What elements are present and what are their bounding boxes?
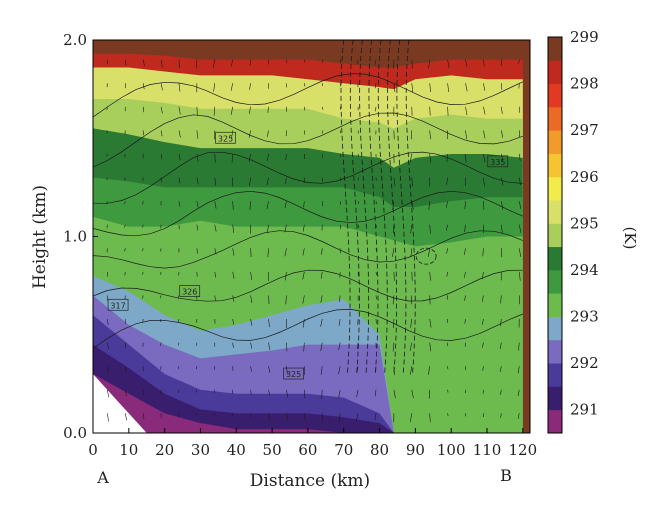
section-end-label: B: [500, 466, 512, 485]
chart-figure: 325 317 326 325 335 0 10 20 30 40 50 60 70 80 90 100 11…: [0, 0, 660, 521]
colorbar-swatch: [548, 410, 562, 434]
contour-label: 325: [286, 370, 301, 379]
colorbar-swatch: [548, 177, 562, 201]
x-tick-label: 30: [191, 441, 210, 459]
colorbar-swatch: [548, 200, 562, 224]
x-tick-label: 100: [437, 441, 466, 459]
colorbar-swatch: [548, 130, 562, 154]
colorbar-swatch: [548, 107, 562, 131]
x-tick-label: 40: [227, 441, 246, 459]
colorbar-swatch: [548, 247, 562, 271]
colorbar-tick-label: 296: [570, 168, 599, 186]
colorbar-swatch: [548, 386, 562, 410]
colorbar-tick-label: 298: [570, 75, 599, 93]
y-tick-label: 0.0: [63, 424, 87, 442]
x-tick-label: 20: [155, 441, 174, 459]
contour-label: 335: [490, 158, 505, 167]
colorbar-swatch: [548, 363, 562, 387]
x-tick-label: 110: [473, 441, 502, 459]
colorbar-tick-label: 291: [570, 401, 599, 419]
x-tick-label: 0: [88, 441, 98, 459]
colorbar-tick-label: 292: [570, 354, 599, 372]
plot-area: 325 317 326 325 335: [93, 40, 530, 433]
contour-label: 317: [110, 301, 125, 310]
colorbar-swatch: [548, 223, 562, 247]
colorbar: 291292293294295296297298299300: [548, 0, 599, 433]
colorbar-tick-label: 299: [570, 28, 599, 46]
colorbar-swatch: [548, 340, 562, 364]
colorbar-swatch: [548, 317, 562, 341]
colorbar-swatch: [548, 293, 562, 317]
x-tick-label: 120: [509, 441, 538, 459]
colorbar-unit-label: (K): [621, 227, 639, 250]
x-tick-label: 10: [119, 441, 138, 459]
colorbar-tick-label: 295: [570, 214, 599, 232]
colorbar-swatch: [548, 270, 562, 294]
colorbar-tick-label: 294: [570, 261, 599, 279]
colorbar-tick-label: 293: [570, 308, 599, 326]
section-start-label: A: [96, 468, 109, 487]
y-tick-label: 2.0: [63, 31, 87, 49]
x-tick-label: 90: [406, 441, 425, 459]
x-tick-label: 80: [370, 441, 389, 459]
colorbar-swatch: [548, 84, 562, 108]
temperature-fill-layers: [93, 40, 530, 433]
x-tick-label: 50: [263, 441, 282, 459]
x-tick-label: 70: [334, 441, 353, 459]
colorbar-swatch: [548, 153, 562, 177]
colorbar-swatch: [548, 37, 562, 61]
contour-label: 326: [182, 288, 197, 297]
x-axis-title: Distance (km): [250, 471, 370, 491]
y-tick-label: 1.0: [63, 228, 87, 246]
colorbar-swatch: [548, 60, 562, 84]
y-axis-title: Height (km): [30, 185, 50, 289]
x-tick-label: 60: [298, 441, 317, 459]
colorbar-tick-label: 297: [570, 121, 599, 139]
contour-label: 325: [218, 134, 233, 143]
